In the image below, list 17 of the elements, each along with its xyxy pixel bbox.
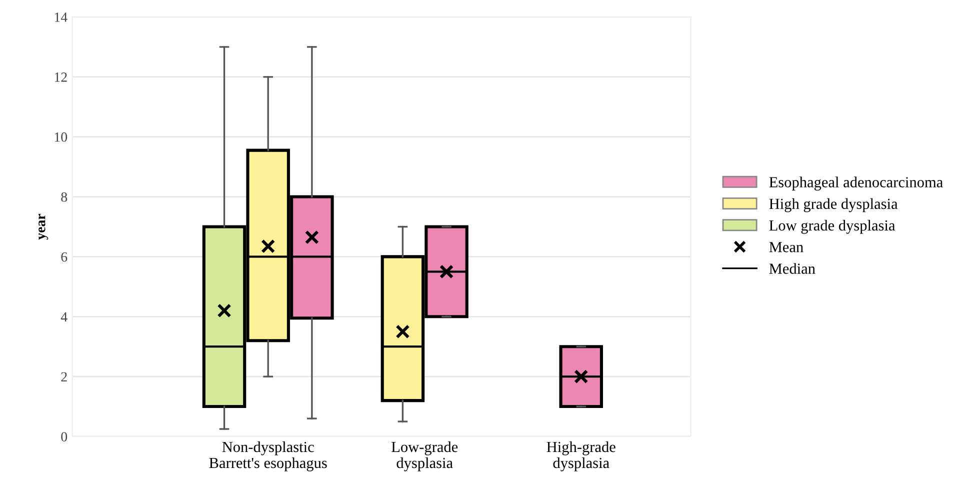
y-tick-label: 2 — [61, 372, 67, 382]
y-tick-label: 8 — [61, 192, 68, 202]
y-tick-label: 4 — [60, 312, 68, 322]
y-tick-label: 10 — [54, 132, 68, 142]
text: Mean — [769, 242, 804, 252]
y-tick-label: 14 — [54, 12, 68, 22]
y-tick-label: 6 — [61, 252, 68, 262]
legend-label: Low grade dysplasia — [769, 220, 896, 234]
x-tick-label: Low-grade dysplasia — [392, 441, 458, 472]
legend-label: High grade dysplasia — [769, 198, 898, 212]
x-tick-label: High-grade dysplasia — [546, 441, 616, 472]
y-axis-title: year — [38, 214, 48, 240]
legend-label: Esophageal adenocarcinoma — [769, 176, 943, 191]
x-tick-label: Non-dysplastic Barrett's esophagus — [209, 441, 327, 472]
y-tick-label: 12 — [54, 72, 67, 82]
y-tick-label: 0 — [61, 432, 68, 442]
text: Median — [769, 263, 816, 274]
